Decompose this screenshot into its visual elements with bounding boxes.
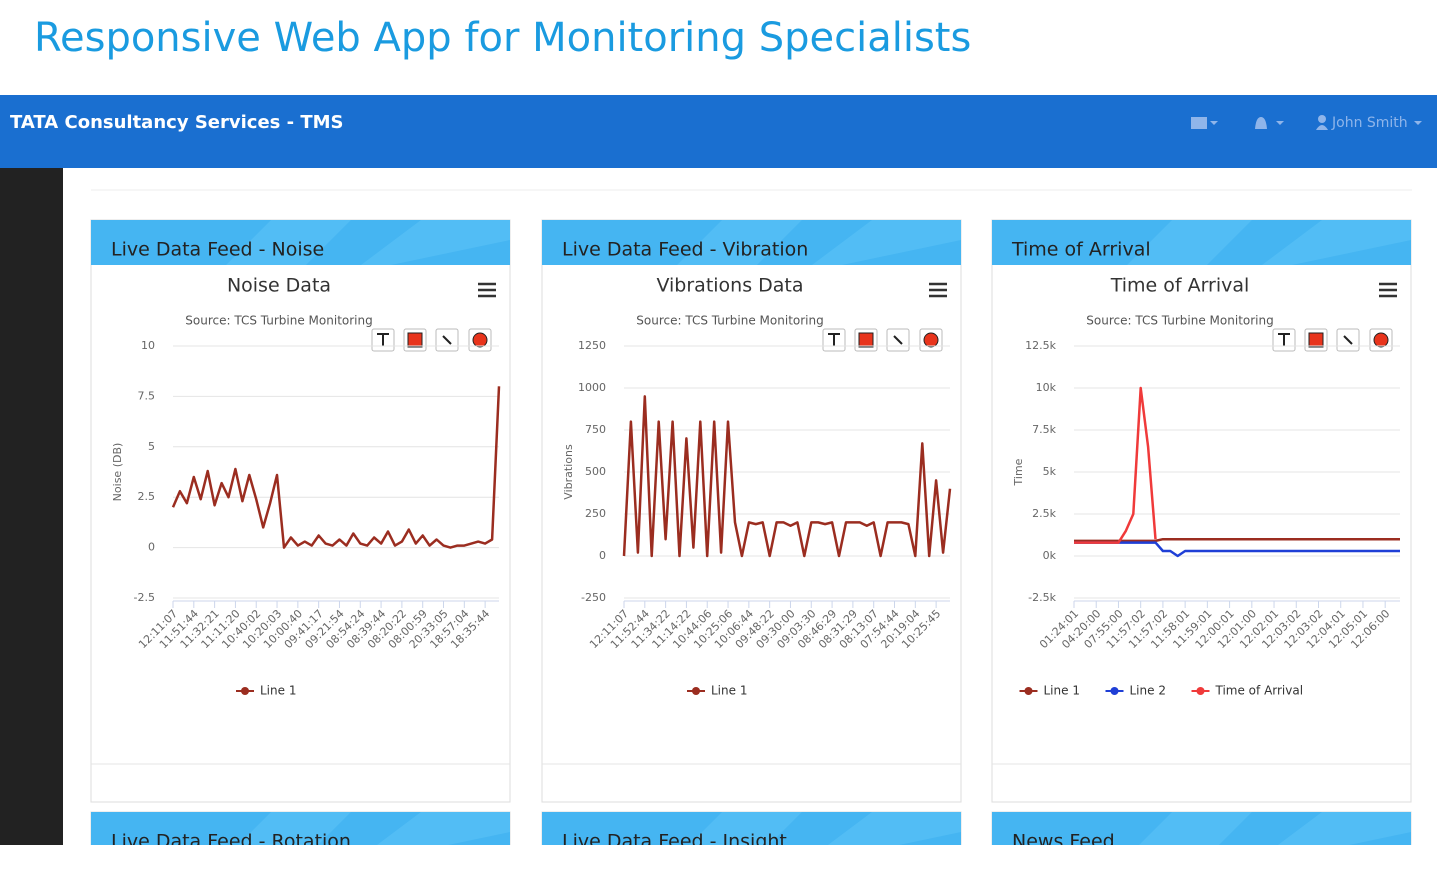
chart-title: Vibrations Data [656,275,803,297]
legend-marker [241,687,249,695]
circle-icon [472,332,488,348]
legend-marker [692,687,700,695]
y-tick-label: -2.5 [134,591,155,604]
y-tick-label: 0 [599,549,606,562]
legend-label: Line 1 [1044,684,1080,698]
y-tick-label: 5 [148,440,155,453]
y-tick-label: 2.5k [1032,507,1056,520]
heading-stripe [677,220,802,265]
y-axis-label: Time [1012,458,1025,486]
legend-label: Line 1 [711,684,747,698]
text-icon [377,333,389,346]
y-tick-label: 1250 [578,339,606,352]
y-tick-label: 10k [1036,381,1057,394]
toolbar-button[interactable] [822,328,846,352]
square-icon [858,332,874,348]
navbar [0,95,1437,168]
toolbar-button[interactable] [1369,328,1393,352]
y-tick-label: 0k [1043,549,1057,562]
bottom-margin [0,845,1437,891]
panel [90,219,511,803]
chart-subtitle: Source: TCS Turbine Monitoring [636,314,823,328]
toolbar-button[interactable] [919,328,943,352]
y-tick-label: 250 [585,507,606,520]
chart-title: Noise Data [227,275,331,297]
series-line [1074,537,1400,543]
line-icon [1343,335,1353,345]
panel-heading-text: Time of Arrival [1011,239,1151,261]
heading-stripe [226,220,351,265]
legend-marker [1196,687,1205,695]
y-tick-label: 10 [141,339,155,352]
legend-label: Line 1 [260,684,296,698]
toolbar-button[interactable] [371,328,395,352]
page-title: Responsive Web App for Monitoring Specia… [34,15,971,61]
line-icon [442,335,452,345]
legend-marker [1024,687,1033,695]
line-icon [893,335,903,345]
y-tick-label: -2.5k [1028,591,1056,604]
y-axis-label: Vibrations [562,444,575,500]
user-icon[interactable] [1316,115,1328,130]
heading-stripe [1127,220,1252,265]
circle-icon [1373,332,1389,348]
y-tick-label: 12.5k [1025,339,1056,352]
text-icon [1278,333,1290,346]
y-tick-label: 2.5 [138,490,156,503]
heading-stripe [812,220,961,265]
toolbar-button[interactable] [435,328,459,352]
bell-icon[interactable] [1255,117,1284,129]
y-tick-label: -250 [581,591,606,604]
series-line [622,395,952,558]
heading-stripe [1262,220,1411,265]
legend-label: Line 2 [1130,684,1166,698]
square-icon [1308,332,1324,348]
y-tick-label: 7.5k [1032,423,1056,436]
toolbar-button[interactable] [468,328,492,352]
toolbar-button[interactable] [1304,328,1328,352]
legend-label: Time of Arrival [1215,684,1304,698]
panel-heading-text: Live Data Feed - Noise [111,239,324,261]
toolbar-button[interactable] [1272,328,1296,352]
toolbar-button[interactable] [886,328,910,352]
legend-marker [1110,687,1119,695]
y-tick-label: 500 [585,465,606,478]
series-line [1074,386,1157,544]
y-tick-label: 750 [585,423,606,436]
text-icon [828,333,840,346]
y-tick-label: 1000 [578,381,606,394]
chart-subtitle: Source: TCS Turbine Monitoring [185,314,372,328]
chart-subtitle: Source: TCS Turbine Monitoring [1086,314,1273,328]
toolbar-button[interactable] [854,328,878,352]
navbar-brand[interactable]: TATA Consultancy Services - TMS [10,112,344,133]
sidebar [0,168,63,845]
user-name[interactable]: John Smith [1331,115,1408,131]
series-line [1074,541,1400,558]
circle-icon [923,332,939,348]
heading-stripe [361,220,510,265]
panel-heading-text: Live Data Feed - Vibration [562,239,808,261]
caret [1414,121,1422,125]
y-tick-label: 7.5 [138,389,156,402]
chart-title: Time of Arrival [1110,275,1250,297]
mail-icon[interactable] [1191,117,1218,129]
y-tick-label: 0 [148,541,155,554]
y-tick-label: 5k [1043,465,1057,478]
square-icon [407,332,423,348]
toolbar-button[interactable] [1336,328,1360,352]
series-line [171,386,501,549]
panel [991,219,1412,803]
toolbar-button[interactable] [403,328,427,352]
y-axis-label: Noise (DB) [111,443,124,502]
